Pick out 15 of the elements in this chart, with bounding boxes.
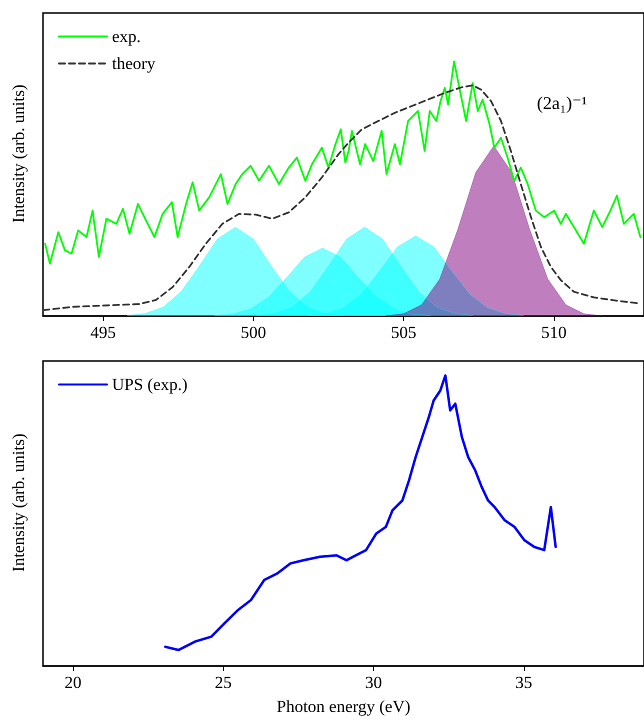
legend-label: theory [112, 54, 156, 73]
annotation: (2a₁)⁻¹ [536, 93, 588, 113]
x-tick-label: 505 [390, 323, 416, 342]
x-tick-label: 500 [240, 323, 266, 342]
x-tick-label: 25 [214, 673, 232, 692]
x-axis-title: Photon energy (eV) [276, 697, 410, 716]
x-tick-label: 510 [541, 323, 567, 342]
x-tick-label: 495 [90, 323, 116, 342]
y-axis-title: Intensity (arb. units) [9, 84, 28, 223]
x-tick-label: 30 [365, 673, 382, 692]
x-tick-label: 20 [64, 673, 82, 692]
legend-label: UPS (exp.) [112, 375, 188, 394]
x-tick-label: 35 [515, 673, 532, 692]
legend-label: exp. [112, 27, 141, 46]
y-axis-title: Intensity (arb. units) [9, 433, 28, 572]
